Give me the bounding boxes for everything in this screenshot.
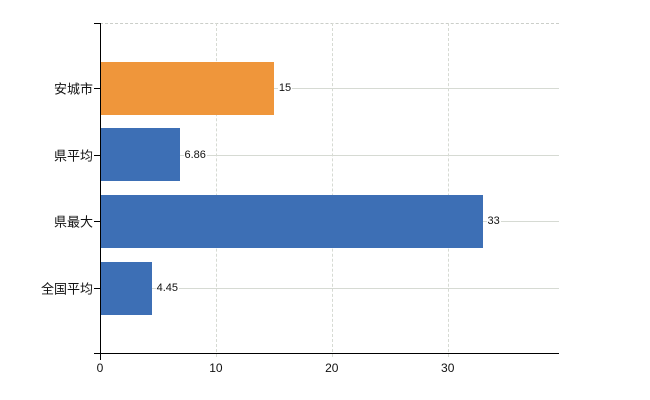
bar-全国平均 [100,261,152,315]
x-axis-line [94,353,559,354]
category-label: 全国平均 [40,281,93,297]
y-axis-tick [94,288,100,290]
horizontal-gridline [100,88,559,89]
y-axis-tick [94,221,100,223]
vertical-gridline [447,23,449,357]
x-axis-tick-label: 10 [209,361,223,375]
bar-県最大 [100,194,483,248]
y-axis-top-tick [94,23,100,24]
vertical-gridline [331,23,333,357]
x-axis-tick-label: 30 [441,361,455,375]
plot-top-border [100,23,559,24]
bar-value-label: 33 [486,215,501,228]
bar-value-label: 15 [277,82,293,94]
category-label: 県平均 [53,148,93,164]
category-label: 安城市 [53,81,93,97]
horizontal-gridline [100,288,559,290]
horizontal-gridline [100,154,559,156]
bar-安城市 [100,61,274,115]
plot-area: 15 6.86 33 4.45 [100,23,559,357]
bar-value-label: 4.45 [155,282,179,295]
vertical-gridline [215,23,217,357]
bar-県平均 [100,128,180,182]
x-axis-tick-label: 0 [96,361,104,375]
bar-value-label: 6.86 [183,148,207,161]
x-axis-tick-label: 20 [325,361,339,375]
category-label: 県最大 [53,214,93,230]
y-axis-tick [94,88,100,89]
y-axis-tick [94,154,100,156]
y-axis-line [100,23,101,360]
